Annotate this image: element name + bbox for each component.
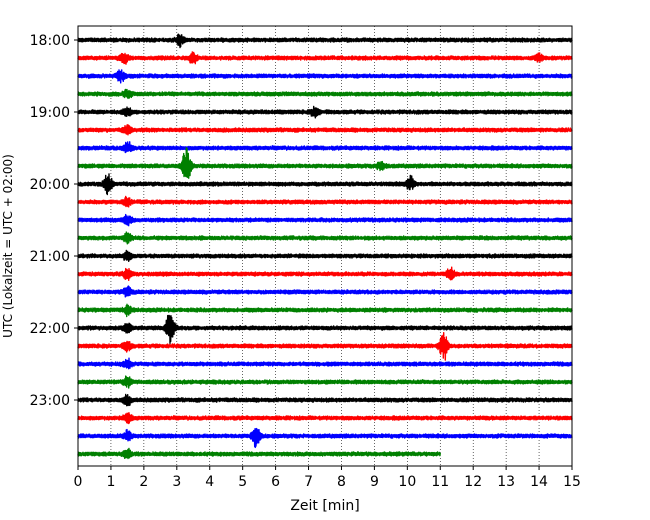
x-tick-label: 11 (431, 474, 449, 490)
x-tick-label: 14 (530, 474, 548, 490)
y-tick-label: 18:00 (30, 33, 70, 49)
x-tick-label: 3 (172, 474, 181, 490)
plot-frame (77, 25, 573, 467)
x-tick-label: 7 (304, 474, 313, 490)
seismic-trace (77, 69, 573, 84)
seismic-trace (77, 124, 573, 136)
seismic-traces (77, 33, 573, 460)
seismic-trace (77, 141, 573, 154)
x-tick-label: 15 (563, 474, 581, 490)
x-tick-label: 9 (370, 474, 379, 490)
seismic-trace (77, 447, 441, 460)
x-tick-label: 10 (398, 474, 416, 490)
seismic-trace (77, 303, 573, 318)
seismic-trace (77, 393, 573, 407)
y-tick-label: 22:00 (30, 321, 70, 337)
y-tick-label: 23:00 (30, 393, 70, 409)
seismic-trace (77, 173, 573, 196)
y-tick-label: 21:00 (30, 249, 70, 265)
seismic-trace (77, 375, 573, 389)
y-axis-ticks: 18:00 19:00 20:00 21:00 22:00 23:00 (30, 33, 78, 409)
x-tick-label: 12 (464, 474, 482, 490)
seismic-trace (77, 314, 573, 345)
seismic-trace (77, 427, 573, 449)
seismic-trace (77, 147, 573, 179)
x-tick-label: 13 (497, 474, 515, 490)
x-tick-label: 2 (139, 474, 148, 490)
seismic-trace (77, 105, 573, 119)
y-tick-label: 19:00 (30, 105, 70, 121)
y-axis-label: UTC (Lokalzeit = UTC + 02:00) (1, 154, 15, 338)
x-gridlines (110, 26, 540, 466)
y-tick-label: 20:00 (30, 177, 70, 193)
seismic-trace (77, 332, 573, 361)
seismic-trace (77, 266, 573, 281)
x-axis-label: Zeit [min] (290, 498, 359, 514)
seismic-trace (77, 231, 573, 245)
x-tick-label: 8 (337, 474, 346, 490)
seismic-trace (77, 51, 573, 65)
x-tick-label: 4 (205, 474, 214, 490)
x-tick-label: 5 (238, 474, 247, 490)
seismic-trace (77, 412, 573, 425)
seismic-trace (77, 88, 573, 100)
seismic-trace (77, 195, 573, 208)
x-axis-ticks: 0 1 2 3 4 5 6 7 8 9 10 11 12 13 14 15 (74, 466, 581, 490)
seismic-trace (77, 33, 573, 49)
seismic-trace (77, 213, 573, 227)
x-tick-label: 1 (106, 474, 115, 490)
seismic-trace (77, 249, 573, 262)
seismic-trace (77, 285, 573, 298)
x-tick-label: 6 (271, 474, 280, 490)
seismic-trace (77, 357, 573, 370)
x-tick-label: 0 (74, 474, 83, 490)
